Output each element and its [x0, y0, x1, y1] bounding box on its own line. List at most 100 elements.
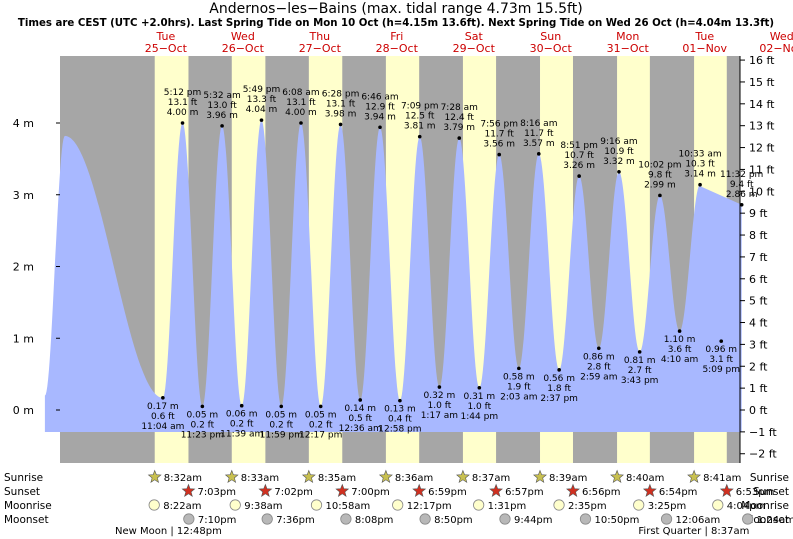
tide-ft-label: 13.0 ft	[207, 101, 237, 111]
moonrise-moon-icon	[148, 499, 160, 511]
day-label-date: 30−Oct	[530, 42, 573, 55]
tide-point	[617, 169, 621, 174]
y-tick-label-ft: 5 ft	[749, 295, 768, 308]
day-label-dow: Wed	[770, 30, 793, 43]
y-tick-label-ft: 3 ft	[749, 338, 768, 351]
y-tick-label-m: 1 m	[13, 332, 34, 345]
tide-time-label: 3:43 pm	[621, 376, 659, 386]
sunset-time: 7:02pm	[274, 487, 313, 498]
y-tick-label-ft: 8 ft	[749, 229, 768, 242]
y-tick-label-ft: 2 ft	[749, 360, 768, 373]
tide-time-label: 1:44 pm	[461, 412, 499, 422]
tide-ft-label: 3.6 ft	[668, 345, 692, 355]
tide-m-label: 0.05 m	[305, 410, 337, 420]
sunset-time: 7:00pm	[351, 487, 390, 498]
tide-time-label: 5:12 pm	[164, 88, 202, 98]
tide-point	[677, 329, 682, 333]
tide-ft-label: 13.1 ft	[286, 98, 316, 108]
tide-time-label: 11:23 pm	[181, 430, 224, 440]
tide-ft-label: 0.4 ft	[388, 415, 412, 425]
tide-time-label: 5:49 pm	[243, 85, 281, 95]
day-label-dow: Sat	[465, 30, 484, 43]
tide-m-label: 0.32 m	[424, 391, 456, 401]
tide-time-label: 11:59 pm	[260, 430, 303, 440]
tide-time-label: 12:17 pm	[299, 430, 342, 440]
tide-m-label: 0.14 m	[344, 404, 376, 414]
tide-m-label: 3.56 m	[483, 140, 515, 150]
y-tick-label-ft: 4 ft	[749, 317, 768, 330]
tide-m-label: 0.17 m	[147, 402, 179, 412]
tide-m-label: 0.58 m	[503, 372, 535, 382]
moonset-time: 7:36pm	[276, 515, 315, 526]
moonrise-time: 9:38am	[244, 501, 282, 512]
tide-point	[279, 404, 284, 409]
tide-time-label: 9:16 am	[600, 137, 637, 147]
sunrise-star-icon	[378, 469, 393, 483]
y-tick-label-ft: 16 ft	[749, 54, 775, 67]
tide-point	[398, 398, 402, 403]
moonset-moon-icon	[499, 513, 511, 525]
tide-m-label: 0.31 m	[463, 392, 495, 402]
tide-m-label: 3.94 m	[364, 112, 396, 122]
tide-point	[497, 152, 502, 157]
tide-time-label: 12:58 pm	[378, 425, 421, 435]
tide-m-label: 0.96 m	[705, 345, 737, 355]
tide-time-label: 7:56 pm	[480, 120, 518, 130]
tide-point	[437, 385, 442, 389]
y-tick-label-ft: 12 ft	[749, 142, 775, 155]
y-tick-label-m: 0 m	[13, 404, 34, 417]
tide-m-label: 4.00 m	[167, 108, 199, 118]
sunrise-star-icon	[456, 469, 470, 483]
moonset-moon-icon	[183, 513, 195, 525]
tide-point	[577, 174, 581, 178]
tide-ft-label: 1.0 ft	[467, 402, 491, 412]
moonrise-moon-icon	[712, 499, 724, 511]
tide-m-label: 4.04 m	[246, 105, 278, 115]
tide-time-label: 10:33 am	[679, 150, 722, 160]
tide-point	[220, 124, 224, 128]
tide-m-label: 0.06 m	[226, 410, 258, 420]
sunset-row-label-right: Sunset	[753, 486, 789, 498]
tide-ft-label: 11.7 ft	[524, 129, 554, 139]
day-label-date: 28−Oct	[376, 42, 419, 55]
sunrise-star-icon	[301, 469, 316, 483]
moonset-time: 7:10pm	[198, 515, 237, 526]
tide-point	[417, 134, 422, 139]
moonrise-time: 4:04pm	[727, 501, 766, 512]
y-tick-label-ft: −2 ft	[749, 448, 777, 461]
tide-point	[239, 403, 244, 408]
tide-area	[44, 120, 742, 432]
sunrise-star-icon	[147, 469, 162, 483]
moonrise-time: 12:17pm	[407, 501, 452, 512]
y-tick-label-m: 2 m	[13, 261, 34, 274]
sunset-star-icon	[489, 483, 503, 497]
tide-time-label: 2:59 am	[580, 372, 617, 382]
sunrise-star-icon	[533, 469, 547, 483]
tide-ft-label: 10.3 ft	[685, 160, 715, 170]
y-tick-label-ft: 11 ft	[749, 163, 775, 176]
sunrise-time: 8:33am	[241, 473, 279, 484]
tide-point	[161, 396, 165, 400]
sunset-time: 6:53pm	[736, 487, 775, 498]
tide-time-label: 7:09 pm	[401, 102, 439, 112]
tide-point	[557, 368, 561, 372]
moon-phase-label: New Moon | 12:48pm	[115, 526, 222, 537]
tide-ft-label: 0.2 ft	[190, 420, 214, 430]
tide-ft-label: 0.2 ft	[309, 420, 333, 430]
tide-m-label: 2.86 m	[726, 190, 758, 200]
tide-time-label: 8:51 pm	[560, 141, 598, 151]
tide-m-label: 3.96 m	[206, 111, 238, 121]
moonrise-moon-icon	[553, 499, 565, 511]
tide-ft-label: 0.6 ft	[151, 412, 175, 422]
moonrise-moon-icon	[229, 499, 241, 511]
moonrise-time: 3:25pm	[648, 501, 687, 512]
y-tick-label-ft: 14 ft	[749, 98, 775, 111]
tide-point	[517, 366, 521, 371]
moonrise-moon-icon	[392, 499, 404, 511]
tide-m-label: 0.56 m	[543, 374, 575, 384]
tide-m-label: 3.81 m	[404, 122, 436, 132]
tide-ft-label: 9.8 ft	[648, 170, 672, 180]
sunrise-row-label-left: Sunrise	[4, 472, 43, 484]
tide-point	[358, 398, 363, 402]
